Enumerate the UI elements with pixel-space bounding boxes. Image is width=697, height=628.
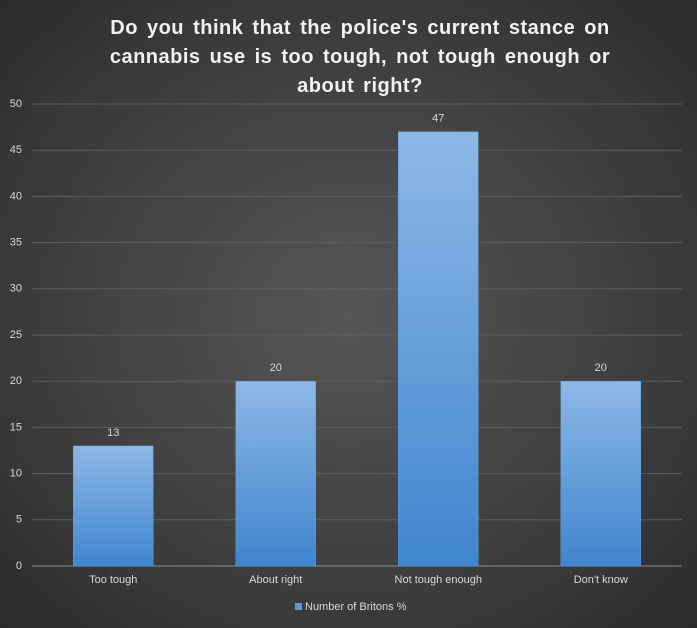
x-tick-label: Not tough enough: [395, 574, 482, 586]
x-tick-label: About right: [249, 574, 302, 586]
bar: [73, 445, 154, 567]
bar: [235, 380, 316, 567]
y-tick-label: 15: [10, 421, 22, 433]
data-label: 13: [107, 427, 119, 439]
x-tick-label: Too tough: [89, 574, 137, 586]
data-label: 20: [270, 362, 282, 374]
bar: [560, 380, 641, 567]
data-label: 20: [595, 362, 607, 374]
y-tick-label: 35: [10, 237, 22, 249]
y-tick-label: 0: [16, 560, 22, 572]
data-label: 47: [432, 113, 444, 125]
bar: [398, 131, 479, 567]
y-tick-label: 5: [16, 514, 22, 526]
x-tick-label: Don't know: [574, 574, 628, 586]
y-tick-label: 30: [10, 283, 22, 295]
chart-title: Do you think that the police's current s…: [109, 17, 611, 97]
y-tick-label: 20: [10, 375, 22, 387]
y-tick-label: 25: [10, 329, 22, 341]
y-tick-label: 45: [10, 144, 22, 156]
y-tick-label: 50: [10, 98, 22, 110]
y-tick-label: 10: [10, 468, 22, 480]
legend-label: Number of Britons %: [305, 601, 407, 613]
legend-swatch: [295, 603, 302, 610]
y-tick-label: 40: [10, 190, 22, 202]
